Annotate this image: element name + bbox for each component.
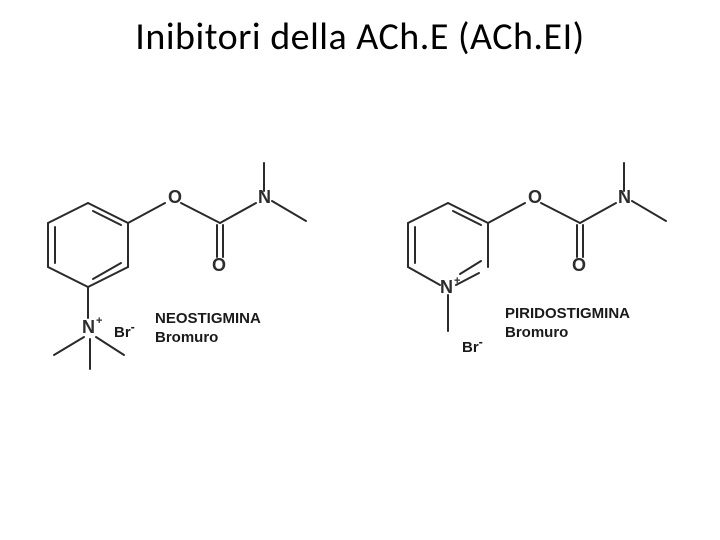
caption-neostigmina-name: NEOSTIGMINA bbox=[155, 310, 261, 327]
counterion-br: Br bbox=[462, 339, 479, 356]
charge-anion: - bbox=[479, 335, 483, 349]
page-title: Inibitori della ACh.E (ACh.EI) bbox=[0, 14, 720, 60]
piridostigmina-bonds bbox=[390, 155, 710, 385]
structure-neostigmina: O O N N + Br- NEOSTIGMINA Bromuro bbox=[30, 155, 340, 385]
atom-o-carbonyl: O bbox=[572, 255, 586, 276]
caption-neostigmina-salt: Bromuro bbox=[155, 329, 218, 346]
charge-cation: + bbox=[96, 315, 102, 327]
charge-cation: + bbox=[454, 275, 460, 287]
structure-piridostigmina: O O N N + Br- PIRIDOSTIGMINA Bromuro bbox=[390, 155, 710, 385]
atom-n-ring: N bbox=[440, 277, 453, 298]
caption-piridostigmina: PIRIDOSTIGMINA Bromuro bbox=[505, 305, 630, 343]
caption-piridostigmina-salt: Bromuro bbox=[505, 324, 568, 341]
atom-o-ether: O bbox=[528, 187, 542, 208]
atom-o-ether: O bbox=[168, 187, 182, 208]
atom-o-carbonyl: O bbox=[212, 255, 226, 276]
caption-neostigmina: NEOSTIGMINA Bromuro bbox=[155, 310, 261, 348]
neostigmina-bonds bbox=[30, 155, 340, 385]
caption-piridostigmina-name: PIRIDOSTIGMINA bbox=[505, 305, 630, 322]
atom-n-amide: N bbox=[618, 187, 631, 208]
counterion-br: Br bbox=[114, 324, 131, 341]
charge-anion: - bbox=[131, 320, 135, 334]
atom-n-amide: N bbox=[258, 187, 271, 208]
atom-n-quaternary: N bbox=[82, 317, 95, 338]
